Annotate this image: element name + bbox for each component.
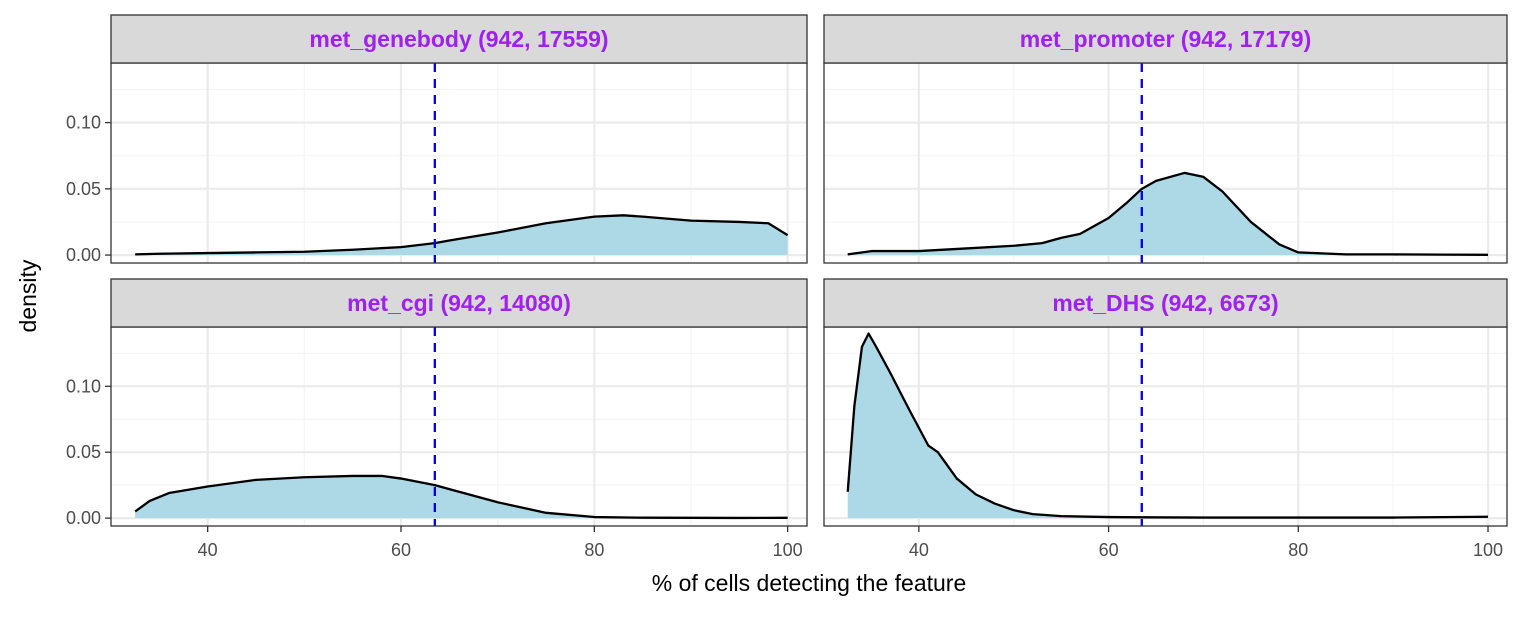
density-line bbox=[135, 214, 789, 256]
y-tick-label: 0.10 bbox=[66, 376, 101, 396]
facet-strip bbox=[110, 14, 808, 64]
x-tick-label: 80 bbox=[584, 540, 604, 560]
facet-strip-label: met_genebody (942, 17559) bbox=[309, 26, 608, 52]
facet-strip-label: met_DHS (942, 6673) bbox=[1052, 290, 1278, 316]
facet-strip bbox=[823, 14, 1508, 64]
y-tick-label: 0.00 bbox=[66, 508, 101, 528]
x-tick-label: 60 bbox=[1099, 540, 1119, 560]
density-line bbox=[847, 171, 1489, 256]
y-tick-label: 0.00 bbox=[66, 245, 101, 265]
x-axis-title: % of cells detecting the feature bbox=[652, 570, 967, 596]
x-tick-label: 40 bbox=[198, 540, 218, 560]
x-tick-label: 60 bbox=[391, 540, 411, 560]
density-area bbox=[847, 172, 1489, 256]
facet-strip bbox=[110, 278, 808, 328]
facet-strip-label: met_promoter (942, 17179) bbox=[1020, 26, 1311, 52]
y-tick-label: 0.05 bbox=[66, 442, 101, 462]
facet-strip-label: met_cgi (942, 14080) bbox=[347, 290, 571, 316]
density-line bbox=[846, 332, 1489, 519]
x-tick-label: 100 bbox=[773, 540, 803, 560]
facet-strip bbox=[823, 278, 1508, 328]
y-tick-label: 0.10 bbox=[66, 113, 101, 133]
density-area bbox=[135, 475, 788, 519]
x-tick-label: 80 bbox=[1288, 540, 1308, 560]
y-tick-label: 0.05 bbox=[66, 179, 101, 199]
x-tick-label: 40 bbox=[909, 540, 929, 560]
y-axis-title: density bbox=[15, 259, 41, 332]
density-area bbox=[847, 333, 1489, 519]
density-line bbox=[134, 474, 788, 520]
density-area bbox=[135, 215, 788, 256]
x-tick-label: 100 bbox=[1473, 540, 1503, 560]
